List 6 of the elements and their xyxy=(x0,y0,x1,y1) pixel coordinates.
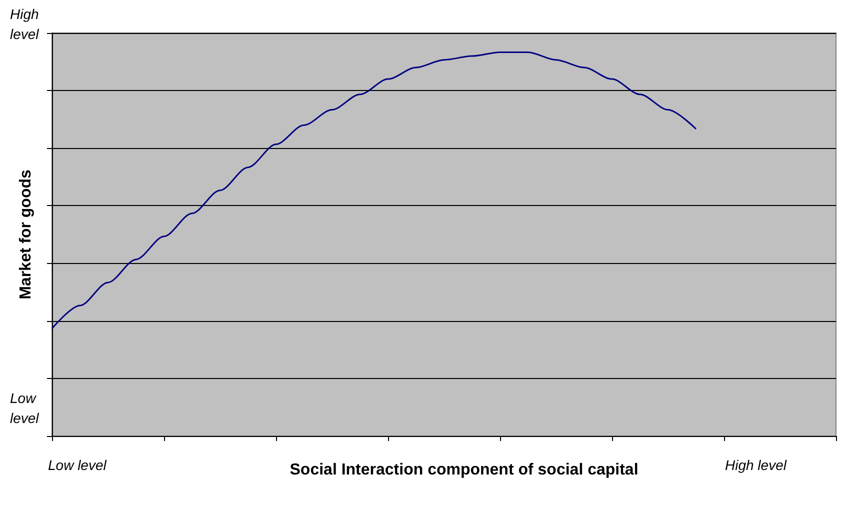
y-axis-title: Market for goods xyxy=(18,170,34,300)
text: Low level xyxy=(10,390,40,426)
x-axis-title: Social Interaction component of social capital xyxy=(290,462,638,478)
text: Low level xyxy=(48,457,108,473)
text: High level xyxy=(725,457,788,473)
text: High level xyxy=(10,6,40,42)
